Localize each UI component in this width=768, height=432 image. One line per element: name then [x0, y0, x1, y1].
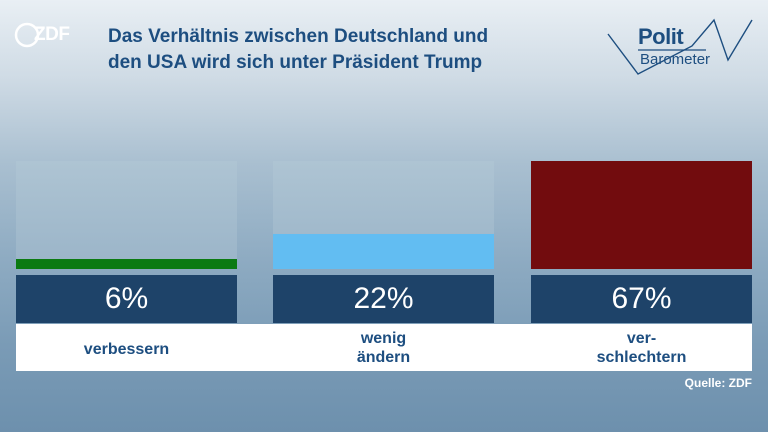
zdf-logo-circle-icon	[14, 22, 40, 48]
value-label-verschlechtern: 67%	[531, 275, 752, 323]
politbarometer-logo: Polit Barometer	[600, 12, 760, 82]
category-label-line: wenig	[360, 330, 407, 347]
chart-title-line-2: den USA wird sich unter Präsident Trump	[108, 52, 483, 73]
category-label-strip	[16, 324, 752, 371]
category-label-verbessern: verbessern	[16, 340, 237, 359]
bar-track	[16, 161, 237, 269]
category-label-line: verbessern	[83, 341, 170, 358]
category-label-line: schlechtern	[596, 349, 687, 366]
value-label-verbessern: 6%	[16, 275, 237, 323]
politbarometer-zigzag-icon	[607, 18, 753, 75]
chart-title: Das Verhältnis zwischen Deutschland und …	[108, 24, 588, 76]
bar-column-verbessern: 6%	[16, 161, 237, 323]
zdf-logo: ZDF	[14, 22, 80, 48]
chart-title-line-1: Das Verhältnis zwischen Deutschland und	[108, 26, 489, 47]
zdf-logo-text: ZDF	[34, 24, 70, 45]
bar-track	[273, 161, 494, 269]
value-label-wenig-aendern: 22%	[273, 275, 494, 323]
category-label-line: ver-	[626, 330, 657, 347]
politbarometer-word-polit: Polit	[638, 24, 684, 49]
bar-column-verschlechtern: 67%	[531, 161, 752, 323]
category-label-verschlechtern: ver- schlechtern	[531, 329, 752, 367]
bar-track	[531, 161, 752, 269]
politbarometer-word-barometer: Barometer	[640, 51, 711, 68]
bar-verschlechtern	[531, 161, 752, 269]
category-label-line: ändern	[356, 349, 411, 366]
category-label-wenig-aendern: wenig ändern	[273, 329, 494, 367]
bar-column-wenig-aendern: 22%	[273, 161, 494, 323]
bar-wenig-aendern	[273, 234, 494, 269]
source-note: Quelle: ZDF	[684, 376, 752, 390]
bar-verbessern	[16, 259, 237, 269]
